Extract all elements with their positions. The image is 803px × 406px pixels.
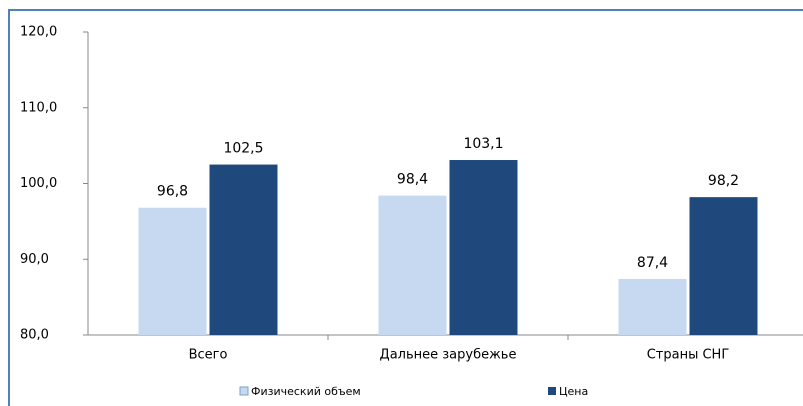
legend-label: Цена bbox=[559, 385, 588, 398]
x-tick-label: Дальнее зарубежье bbox=[380, 348, 517, 363]
bar bbox=[378, 195, 447, 335]
data-label: 102,5 bbox=[223, 141, 263, 157]
legend-swatch bbox=[548, 387, 556, 395]
bar bbox=[138, 207, 207, 335]
legend-label: Физический объем bbox=[251, 385, 361, 398]
data-label: 98,2 bbox=[708, 173, 739, 189]
y-tick-label: 100,0 bbox=[20, 176, 57, 191]
x-tick-label: Страны СНГ bbox=[647, 348, 730, 363]
bar bbox=[449, 160, 518, 335]
bar bbox=[689, 197, 758, 335]
data-label: 87,4 bbox=[637, 255, 668, 271]
y-tick-label: 90,0 bbox=[20, 252, 49, 267]
data-label: 98,4 bbox=[397, 172, 428, 188]
x-tick-label: Всего bbox=[189, 348, 228, 363]
bar bbox=[618, 278, 687, 335]
data-label: 103,1 bbox=[463, 136, 503, 152]
y-tick-label: 110,0 bbox=[20, 100, 57, 115]
legend-swatch bbox=[239, 386, 249, 396]
bar bbox=[209, 164, 278, 335]
y-tick-label: 80,0 bbox=[20, 328, 49, 343]
y-tick-label: 120,0 bbox=[20, 25, 57, 40]
data-label: 96,8 bbox=[157, 184, 188, 200]
